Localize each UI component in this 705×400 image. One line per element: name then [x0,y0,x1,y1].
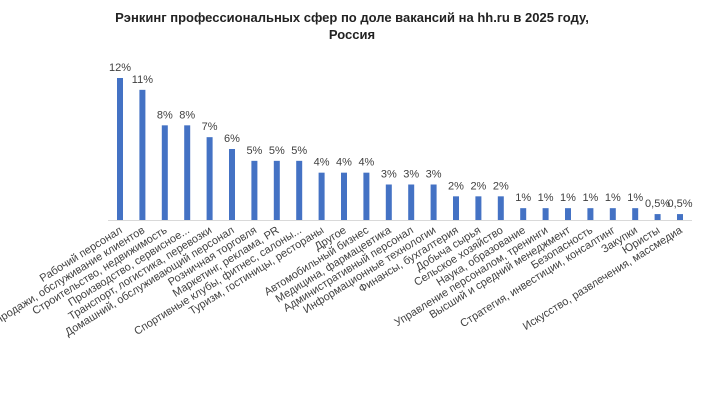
data-label: 8% [179,109,195,121]
data-label: 2% [470,180,486,192]
bar [184,125,191,220]
bar [251,160,258,220]
bar [565,208,571,220]
bar [117,78,123,220]
data-label: 7% [202,121,218,133]
bar [273,160,280,220]
bar [430,184,437,220]
bar [609,208,616,220]
data-label: 1% [515,192,531,204]
bar [161,125,168,220]
data-label: 8% [157,109,173,121]
data-label: 3% [403,169,419,181]
data-label: 1% [605,192,621,204]
data-label: 2% [493,180,509,192]
bar [229,149,235,220]
bar [341,172,347,220]
bar [654,214,661,220]
data-label: 4% [314,157,330,169]
data-label: 3% [426,169,442,181]
bar [296,160,303,220]
data-label: 0,5% [667,198,692,210]
data-label: 11% [132,74,153,86]
data-label: 5% [291,145,307,157]
data-label: 5% [246,145,262,157]
bar [677,214,683,220]
data-label: 1% [582,192,598,204]
bar [520,208,527,220]
bar [385,184,392,220]
chart-title: Рэнкинг профессиональных сфер по доле ва… [115,10,589,25]
bar [139,89,146,220]
data-label: 2% [448,180,464,192]
data-label: 6% [224,133,240,145]
data-label: 5% [269,145,285,157]
data-label: 1% [538,192,554,204]
data-label: 4% [336,157,352,169]
bar [587,208,594,220]
data-label: 0,5% [645,198,670,210]
bar [497,196,504,220]
bar [453,196,459,220]
chart-title: Россия [329,27,375,42]
bar [318,172,325,220]
bar [363,172,370,220]
bar [632,208,639,220]
data-label: 4% [358,157,374,169]
data-label: 1% [627,192,643,204]
bar [475,196,482,220]
data-label: 1% [560,192,576,204]
bar [408,184,415,220]
data-label: 3% [381,169,397,181]
data-label: 12% [109,62,131,74]
bar [206,137,213,220]
bar [542,208,549,220]
